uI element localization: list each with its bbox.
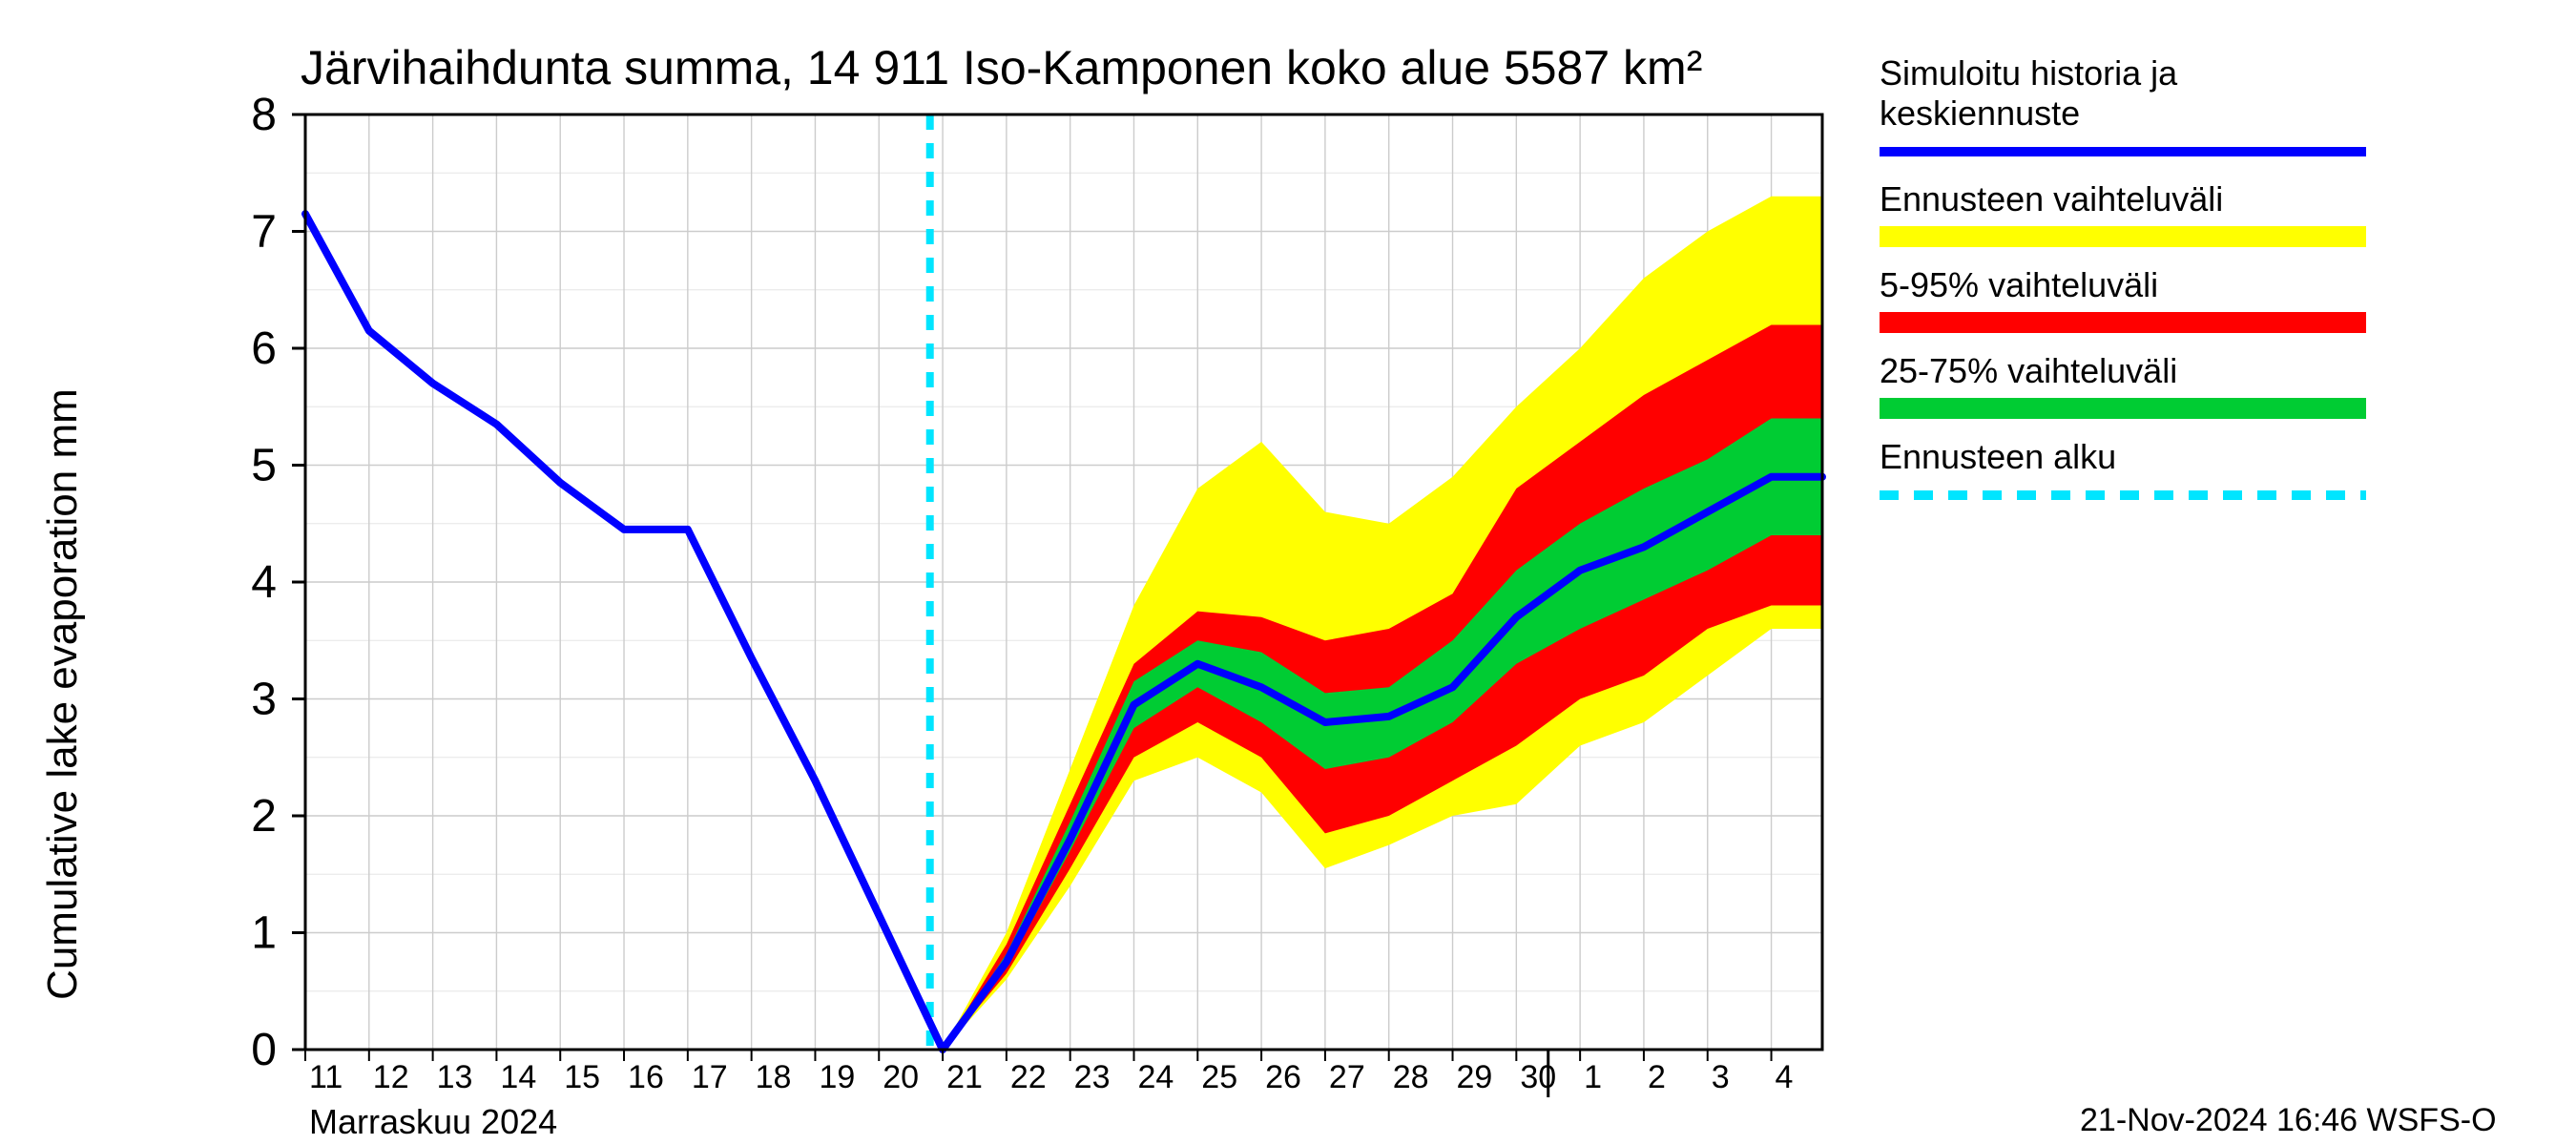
legend-label: 25-75% vaihteluväli: [1880, 351, 2177, 390]
y-tick-label: 8: [251, 90, 277, 140]
chart-title: Järvihaihdunta summa, 14 911 Iso-Kampone…: [301, 41, 1702, 94]
x-tick-label: 18: [756, 1059, 792, 1095]
chart-svg: 0123456781112131415161718192021222324252…: [0, 0, 2576, 1145]
legend-swatch-block: [1880, 226, 2366, 247]
legend-swatch-block: [1880, 312, 2366, 333]
y-tick-label: 1: [251, 908, 277, 959]
y-tick-label: 7: [251, 207, 277, 258]
legend-label: Ennusteen vaihteluväli: [1880, 179, 2223, 219]
y-tick-label: 4: [251, 557, 277, 608]
x-tick-label: 26: [1265, 1059, 1301, 1095]
x-tick-label: 19: [819, 1059, 855, 1095]
legend-swatch-block: [1880, 398, 2366, 419]
x-tick-label: 24: [1137, 1059, 1174, 1095]
y-tick-label: 5: [251, 441, 277, 491]
x-tick-label: 15: [564, 1059, 600, 1095]
x-tick-label: 1: [1584, 1059, 1602, 1095]
legend-label: Ennusteen alku: [1880, 437, 2116, 476]
x-tick-label: 29: [1457, 1059, 1493, 1095]
legend-label: 5-95% vaihteluväli: [1880, 265, 2158, 304]
x-tick-label: 12: [373, 1059, 409, 1095]
legend-label: Simuloitu historia ja: [1880, 53, 2178, 93]
x-tick-label: 13: [437, 1059, 473, 1095]
x-tick-label: 2: [1648, 1059, 1666, 1095]
x-tick-label: 23: [1074, 1059, 1111, 1095]
x-tick-label: 3: [1712, 1059, 1730, 1095]
month-label-1: Marraskuu 2024: [309, 1102, 557, 1141]
x-tick-label: 30: [1520, 1059, 1556, 1095]
x-tick-label: 20: [883, 1059, 919, 1095]
y-tick-label: 0: [251, 1025, 277, 1075]
x-tick-label: 17: [692, 1059, 728, 1095]
x-tick-label: 27: [1329, 1059, 1365, 1095]
legend-label: keskiennuste: [1880, 94, 2080, 133]
x-tick-label: 21: [946, 1059, 983, 1095]
x-tick-label: 28: [1393, 1059, 1429, 1095]
y-tick-label: 6: [251, 323, 277, 374]
x-tick-label: 14: [500, 1059, 536, 1095]
chart-container: 0123456781112131415161718192021222324252…: [0, 0, 2576, 1145]
x-tick-label: 22: [1010, 1059, 1047, 1095]
x-tick-label: 4: [1776, 1059, 1794, 1095]
x-tick-label: 16: [628, 1059, 664, 1095]
y-tick-label: 2: [251, 791, 277, 842]
y-axis-label: Cumulative lake evaporation mm: [39, 388, 86, 1000]
x-tick-label: 11: [309, 1059, 343, 1095]
x-tick-label: 25: [1201, 1059, 1237, 1095]
footer-timestamp: 21-Nov-2024 16:46 WSFS-O: [2080, 1102, 2497, 1138]
y-tick-label: 3: [251, 675, 277, 725]
